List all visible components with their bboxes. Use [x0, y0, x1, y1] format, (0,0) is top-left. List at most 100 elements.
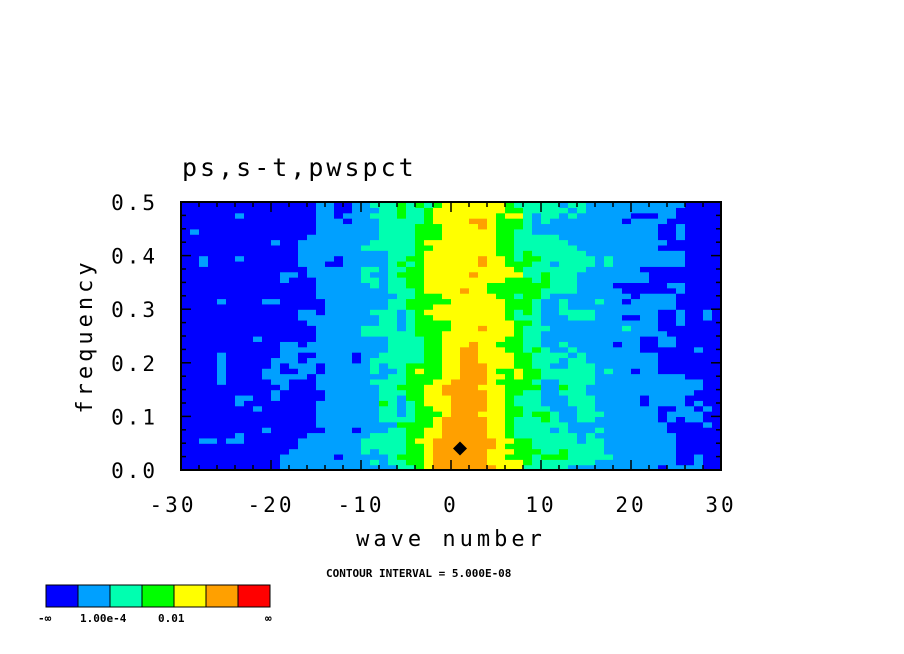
contour-cell: [541, 389, 551, 396]
contour-cell: [334, 411, 344, 417]
contour-cell: [613, 277, 623, 283]
contour-cell: [442, 411, 452, 417]
contour-cell: [415, 378, 425, 385]
contour-cell: [271, 325, 281, 332]
contour-cell: [226, 394, 236, 401]
contour-cell: [244, 250, 254, 257]
contour-cell: [631, 223, 641, 230]
contour-cell: [487, 443, 497, 450]
contour-cell: [334, 341, 344, 348]
contour-cell: [640, 341, 650, 348]
contour-cell: [433, 293, 443, 300]
contour-cell: [640, 303, 650, 310]
contour-cell: [649, 223, 659, 230]
contour-cell: [595, 309, 605, 316]
contour-cell: [649, 432, 659, 439]
contour-cell: [298, 336, 308, 342]
contour-cell: [433, 352, 443, 359]
contour-cell: [415, 319, 425, 326]
contour-cell: [559, 389, 569, 396]
contour-cell: [658, 448, 668, 455]
contour-cell: [316, 389, 326, 396]
contour-cell: [532, 271, 542, 278]
contour-cell: [496, 271, 506, 278]
contour-cell: [568, 255, 578, 262]
contour-cell: [433, 309, 443, 316]
contour-cell: [298, 239, 308, 246]
contour-cell: [640, 336, 650, 342]
contour-cell: [199, 309, 209, 316]
contour-cell: [397, 421, 407, 428]
contour-cell: [379, 453, 389, 460]
contour-cell: [361, 373, 371, 380]
contour-cell: [541, 443, 551, 450]
contour-cell: [577, 207, 587, 214]
contour-cell: [712, 244, 721, 251]
contour-cell: [352, 266, 362, 273]
contour-cell: [208, 250, 218, 257]
contour-cell: [370, 223, 380, 230]
contour-cell: [181, 357, 191, 364]
contour-cell: [388, 336, 398, 342]
contour-cell: [613, 228, 623, 235]
contour-cell: [244, 464, 254, 470]
contour-cell: [667, 432, 677, 439]
contour-cell: [433, 373, 443, 380]
contour-cell: [460, 346, 470, 353]
contour-cell: [469, 325, 479, 332]
contour-cell: [541, 266, 551, 273]
contour-cell: [181, 244, 191, 251]
contour-cell: [451, 223, 461, 230]
contour-cell: [217, 336, 227, 342]
contour-cell: [370, 303, 380, 310]
contour-cell: [604, 260, 614, 267]
contour-cell: [370, 202, 380, 208]
contour-cell: [325, 405, 335, 412]
contour-cell: [469, 400, 479, 407]
contour-cell: [694, 228, 704, 235]
contour-cell: [352, 464, 362, 470]
contour-cell: [433, 405, 443, 412]
contour-cell: [604, 394, 614, 401]
contour-cell: [568, 282, 578, 289]
contour-cell: [226, 309, 236, 316]
contour-cell: [307, 298, 317, 305]
contour-cell: [676, 207, 686, 214]
contour-cell: [289, 411, 299, 417]
contour-cell: [586, 239, 596, 246]
contour-cell: [244, 378, 254, 385]
contour-cell: [469, 244, 479, 251]
contour-cell: [550, 298, 560, 305]
contour-cell: [595, 432, 605, 439]
contour-cell: [460, 293, 470, 300]
contour-cell: [550, 234, 560, 241]
contour-cell: [379, 282, 389, 289]
contour-cell: [685, 373, 695, 380]
contour-cell: [649, 394, 659, 401]
contour-cell: [352, 325, 362, 332]
contour-cell: [361, 416, 371, 423]
contour-cell: [424, 437, 434, 444]
contour-cell: [271, 432, 281, 439]
contour-cell: [217, 357, 227, 364]
contour-cell: [370, 437, 380, 444]
contour-cell: [352, 244, 362, 251]
contour-cell: [442, 357, 452, 364]
contour-cell: [208, 448, 218, 455]
contour-cell: [604, 405, 614, 412]
contour-cell: [496, 416, 506, 423]
contour-cell: [514, 341, 524, 348]
contour-cell: [442, 394, 452, 401]
y-tick-label: 0.2: [111, 352, 158, 376]
contour-cell: [577, 427, 587, 434]
contour-cell: [622, 368, 632, 375]
contour-cell: [298, 432, 308, 439]
contour-cell: [361, 464, 371, 470]
contour-cell: [514, 352, 524, 359]
contour-cell: [640, 378, 650, 385]
contour-cell: [199, 394, 209, 401]
contour-cell: [685, 260, 695, 267]
contour-cell: [406, 432, 416, 439]
contour-cell: [244, 394, 254, 401]
contour-cell: [424, 373, 434, 380]
